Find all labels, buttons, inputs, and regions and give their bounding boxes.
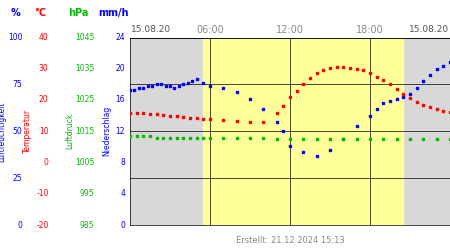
Text: Erstellt: 21.12.2024 15:13: Erstellt: 21.12.2024 15:13 bbox=[236, 236, 344, 245]
Text: Luftfeuchtigkeit: Luftfeuchtigkeit bbox=[0, 101, 7, 162]
Text: 25: 25 bbox=[13, 174, 22, 182]
Text: 20: 20 bbox=[39, 96, 49, 104]
Text: 4: 4 bbox=[120, 189, 125, 198]
Text: 1035: 1035 bbox=[75, 64, 94, 73]
Text: -10: -10 bbox=[36, 189, 49, 198]
Text: 12: 12 bbox=[116, 127, 125, 136]
Text: 1005: 1005 bbox=[75, 158, 94, 167]
Text: hPa: hPa bbox=[68, 8, 89, 18]
Text: Luftdruck: Luftdruck bbox=[65, 113, 74, 150]
Text: 0: 0 bbox=[120, 220, 125, 230]
Text: 995: 995 bbox=[80, 189, 94, 198]
Text: 16: 16 bbox=[116, 96, 125, 104]
Text: 1045: 1045 bbox=[75, 33, 94, 42]
Text: 15.08.20: 15.08.20 bbox=[130, 25, 171, 34]
Text: 985: 985 bbox=[80, 220, 94, 230]
Bar bbox=[203, 38, 403, 225]
Text: 30: 30 bbox=[39, 64, 49, 73]
Text: 75: 75 bbox=[13, 80, 22, 89]
Text: 24: 24 bbox=[116, 33, 125, 42]
Text: 1025: 1025 bbox=[75, 96, 94, 104]
Text: 8: 8 bbox=[120, 158, 125, 167]
Text: 10: 10 bbox=[39, 127, 49, 136]
Text: 0: 0 bbox=[18, 220, 22, 230]
Text: mm/h: mm/h bbox=[98, 8, 129, 18]
Text: Temperatur: Temperatur bbox=[22, 109, 32, 153]
Text: 50: 50 bbox=[13, 127, 22, 136]
Text: 100: 100 bbox=[8, 33, 22, 42]
Text: 1015: 1015 bbox=[75, 127, 94, 136]
Text: °C: °C bbox=[35, 8, 46, 18]
Text: Niederschlag: Niederschlag bbox=[103, 106, 112, 156]
Text: 15.08.20: 15.08.20 bbox=[409, 25, 450, 34]
Text: 0: 0 bbox=[44, 158, 49, 167]
Text: -20: -20 bbox=[36, 220, 49, 230]
Text: 20: 20 bbox=[116, 64, 125, 73]
Text: %: % bbox=[11, 8, 21, 18]
Text: 40: 40 bbox=[39, 33, 49, 42]
